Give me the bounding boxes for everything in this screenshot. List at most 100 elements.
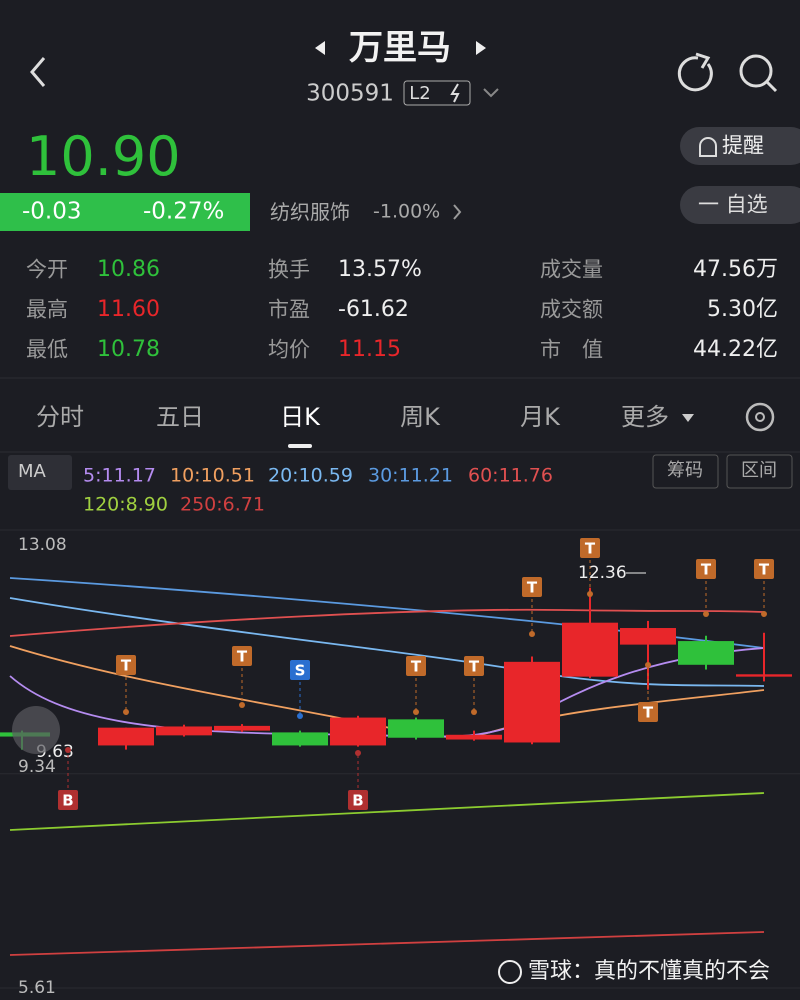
- watch-button[interactable]: [680, 186, 800, 224]
- signal-label: S: [295, 662, 306, 680]
- signal-box: [116, 655, 136, 675]
- signal-box: [348, 790, 368, 810]
- signal-dot: [529, 631, 535, 637]
- stat-label: 成交额: [540, 297, 603, 322]
- ma120-line: [9, 792, 765, 831]
- tab[interactable]: 月K: [520, 403, 560, 431]
- level-badge: L2: [409, 83, 431, 104]
- signal-label: B: [62, 792, 73, 810]
- signal-box: [580, 538, 600, 558]
- stat-label: 换手: [268, 257, 310, 282]
- stat-value: 11.60: [97, 297, 160, 322]
- signal-label: T: [237, 648, 248, 666]
- stat-value: 10.78: [97, 337, 160, 362]
- signal-dot: [413, 709, 419, 715]
- candle-body: [388, 719, 444, 738]
- change-pct: -0.27%: [143, 198, 225, 225]
- signal-box: [522, 577, 542, 597]
- stock-code: 300591: [306, 80, 394, 107]
- watch-label: 一 自选: [698, 192, 768, 217]
- candle-body: [272, 732, 328, 746]
- signal-box: [638, 702, 658, 722]
- settings-dot: [755, 412, 765, 422]
- stat-label: 市 值: [540, 337, 603, 362]
- tab[interactable]: 周K: [400, 403, 440, 431]
- stat-label: 今开: [26, 257, 68, 282]
- signal-dot: [645, 662, 651, 668]
- signal-label: T: [759, 561, 770, 579]
- ma-value: 120:8.90: [83, 493, 168, 516]
- range-button[interactable]: [726, 454, 793, 489]
- dropdown[interactable]: [483, 88, 499, 98]
- y-tick-label: 5.61: [18, 978, 56, 998]
- tab-indicator: [288, 444, 312, 448]
- refresh-icon[interactable]: [677, 52, 713, 92]
- logo: [498, 960, 522, 984]
- ma30-line: [9, 577, 765, 649]
- y-tick-label: 9.34: [18, 757, 56, 777]
- signal-dot: [471, 709, 477, 715]
- stat-value: 11.15: [338, 337, 401, 362]
- badge-box: [403, 80, 471, 106]
- settings-icon[interactable]: [745, 402, 775, 432]
- signal-dot: [355, 750, 361, 756]
- candle-body: [156, 726, 212, 736]
- stat-label: 最高: [26, 297, 68, 322]
- signal-box: [232, 646, 252, 666]
- signal-box: [58, 790, 78, 810]
- bolt: [450, 83, 460, 103]
- ma60-line: [9, 608, 765, 637]
- candle-body: [678, 641, 734, 665]
- stat-value: 44.22亿: [693, 337, 778, 362]
- alert-label: 提醒: [722, 133, 764, 158]
- candle-body: [620, 628, 676, 645]
- signal-dot: [239, 702, 245, 708]
- tab[interactable]: 更多: [621, 403, 669, 431]
- candle-body: [446, 734, 502, 740]
- ma250-line: [9, 931, 765, 956]
- sector: 纺织服饰: [270, 200, 350, 224]
- stat-label: 市盈: [268, 297, 310, 322]
- change: -0.03: [22, 198, 82, 225]
- annotation: 12.36: [578, 563, 627, 583]
- signal-label: T: [527, 579, 538, 597]
- ma-button[interactable]: [8, 455, 72, 490]
- ma-value: 30:11.21: [368, 464, 453, 487]
- back-button[interactable]: [30, 57, 46, 87]
- ma-value: 5:11.17: [83, 464, 156, 487]
- tab[interactable]: 五日: [156, 403, 204, 431]
- scroll-button: [12, 706, 60, 754]
- chips-label: 筹码: [667, 460, 703, 481]
- stat-value: 5.30亿: [707, 297, 778, 322]
- chips-button[interactable]: [652, 454, 719, 489]
- stat-label: 成交量: [540, 257, 603, 282]
- signal-dot: [761, 611, 767, 617]
- signal-box: [290, 660, 310, 680]
- signal-box: [464, 656, 484, 676]
- candle-body: [214, 725, 270, 731]
- stock-name: 万里马: [349, 28, 451, 68]
- stat-value: 13.57%: [338, 257, 422, 282]
- change-bar: [0, 193, 250, 231]
- search-handle: [765, 80, 778, 93]
- tab[interactable]: 分时: [36, 403, 84, 431]
- stat-label: 均价: [268, 337, 310, 362]
- candle-body: [330, 717, 386, 746]
- range-label: 区间: [741, 460, 777, 481]
- price: 10.90: [26, 125, 181, 188]
- chevron[interactable]: [453, 204, 462, 220]
- signal-label: T: [701, 561, 712, 579]
- candle-body: [504, 661, 560, 743]
- stat-value: 10.86: [97, 257, 160, 282]
- tab[interactable]: 日K: [280, 403, 320, 431]
- ma-label: MA: [18, 461, 46, 482]
- signal-box: [406, 656, 426, 676]
- signal-label: B: [352, 792, 363, 810]
- signal-label: T: [411, 658, 422, 676]
- candle-body: [98, 727, 154, 746]
- signal-label: T: [585, 540, 596, 558]
- search-icon[interactable]: [739, 54, 773, 88]
